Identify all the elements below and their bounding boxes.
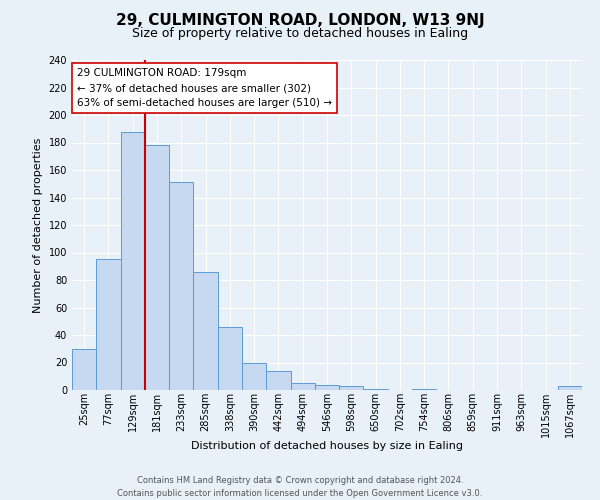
- Bar: [72, 349, 96, 390]
- Bar: [193, 272, 218, 390]
- Y-axis label: Number of detached properties: Number of detached properties: [33, 138, 43, 312]
- Text: Size of property relative to detached houses in Ealing: Size of property relative to detached ho…: [132, 28, 468, 40]
- Bar: [412, 388, 436, 390]
- Text: 29, CULMINGTON ROAD, LONDON, W13 9NJ: 29, CULMINGTON ROAD, LONDON, W13 9NJ: [116, 12, 484, 28]
- Bar: [290, 383, 315, 390]
- X-axis label: Distribution of detached houses by size in Ealing: Distribution of detached houses by size …: [191, 441, 463, 451]
- Bar: [242, 362, 266, 390]
- Text: Contains HM Land Registry data © Crown copyright and database right 2024.
Contai: Contains HM Land Registry data © Crown c…: [118, 476, 482, 498]
- Bar: [169, 182, 193, 390]
- Bar: [121, 132, 145, 390]
- Bar: [315, 384, 339, 390]
- Bar: [96, 260, 121, 390]
- Bar: [145, 145, 169, 390]
- Bar: [266, 371, 290, 390]
- Text: 29 CULMINGTON ROAD: 179sqm
← 37% of detached houses are smaller (302)
63% of sem: 29 CULMINGTON ROAD: 179sqm ← 37% of deta…: [77, 68, 332, 108]
- Bar: [218, 327, 242, 390]
- Bar: [364, 388, 388, 390]
- Bar: [558, 386, 582, 390]
- Bar: [339, 386, 364, 390]
